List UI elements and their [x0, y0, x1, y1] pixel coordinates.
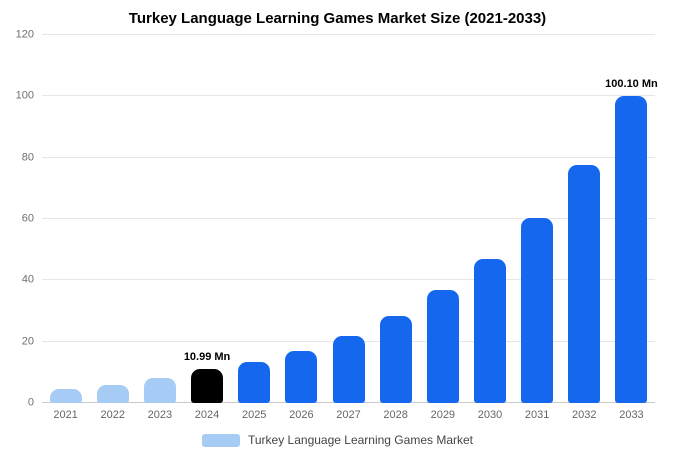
bar-slot [561, 35, 608, 403]
bar-2025 [238, 361, 271, 403]
bar-slot [136, 35, 183, 403]
bar-2021 [49, 389, 82, 403]
bar-2022 [96, 385, 129, 403]
x-axis-tick-label: 2029 [430, 409, 456, 421]
gridline [42, 34, 655, 35]
bar-2026 [285, 351, 318, 403]
bar-slot [372, 35, 419, 403]
gridline [42, 279, 655, 281]
bar-2023 [143, 378, 176, 403]
legend[interactable]: Turkey Language Learning Games Market [8, 433, 667, 447]
bar-slot [89, 35, 136, 403]
y-axis-tick-label: 80 [21, 151, 34, 164]
bar-slot: 100.10 Mn [605, 35, 658, 403]
bars: 10.99 Mn 100.10 Mn [42, 35, 658, 403]
y-axis-tick-label: 60 [21, 212, 34, 225]
bar-2033 [615, 96, 648, 403]
bar-value-label: 100.10 Mn [605, 78, 658, 91]
x-axis-tick-label: 2033 [619, 409, 644, 421]
x-axis-tick-label: 2021 [53, 409, 78, 421]
gridline [42, 95, 655, 97]
plot-area: 0 20 40 60 80 100 120 10.99 Mn 100.10 Mn [16, 29, 658, 408]
x-axis-tick-label: 2025 [241, 409, 267, 421]
bar-2030 [473, 258, 506, 403]
bar-slot [42, 35, 89, 403]
bar-2028 [379, 315, 412, 403]
bar-slot [419, 35, 466, 403]
legend-label: Turkey Language Learning Games Market [247, 433, 473, 447]
bar-2027 [332, 336, 365, 403]
x-axis-tick-label: 2030 [477, 409, 503, 421]
bar-slot [231, 35, 278, 403]
x-axis-tick-label: 2024 [194, 409, 220, 421]
bar-2024 [191, 369, 224, 403]
x-axis-tick-label: 2031 [524, 409, 550, 421]
y-axis-tick-label: 0 [27, 396, 34, 409]
y-axis-tick-label: 20 [21, 335, 34, 348]
x-axis-tick-label: 2027 [336, 409, 361, 421]
bar-slot [466, 35, 513, 403]
chart-title: Turkey Language Learning Games Market Si… [128, 10, 547, 27]
bar-slot: 10.99 Mn [183, 35, 230, 403]
bar-2031 [521, 218, 554, 403]
y-axis-tick-label: 100 [15, 89, 34, 102]
bar-2032 [568, 165, 601, 403]
gridline [42, 218, 655, 219]
x-axis-tick-label: 2028 [383, 409, 408, 421]
x-axis-tick-label: 2032 [572, 409, 597, 421]
y-axis-tick-label: 40 [21, 273, 34, 286]
bar-value-label: 10.99 Mn [183, 351, 231, 364]
x-axis-tick-label: 2023 [147, 409, 173, 421]
x-axis-tick-label: 2026 [289, 409, 314, 421]
gridline [42, 156, 655, 158]
y-axis-labels: 0 20 40 60 80 100 120 [16, 29, 655, 408]
y-axis-tick-label: 120 [15, 28, 34, 41]
bar-2029 [426, 289, 459, 403]
bar-slot [514, 35, 561, 403]
bar-slot [325, 35, 372, 403]
bar-slot [278, 35, 325, 403]
x-axis-labels: 2021 2022 2023 2024 2025 2026 2027 2028 2029 2030… [42, 409, 655, 421]
x-axis-tick-label: 2022 [100, 409, 125, 421]
legend-swatch [201, 433, 240, 447]
